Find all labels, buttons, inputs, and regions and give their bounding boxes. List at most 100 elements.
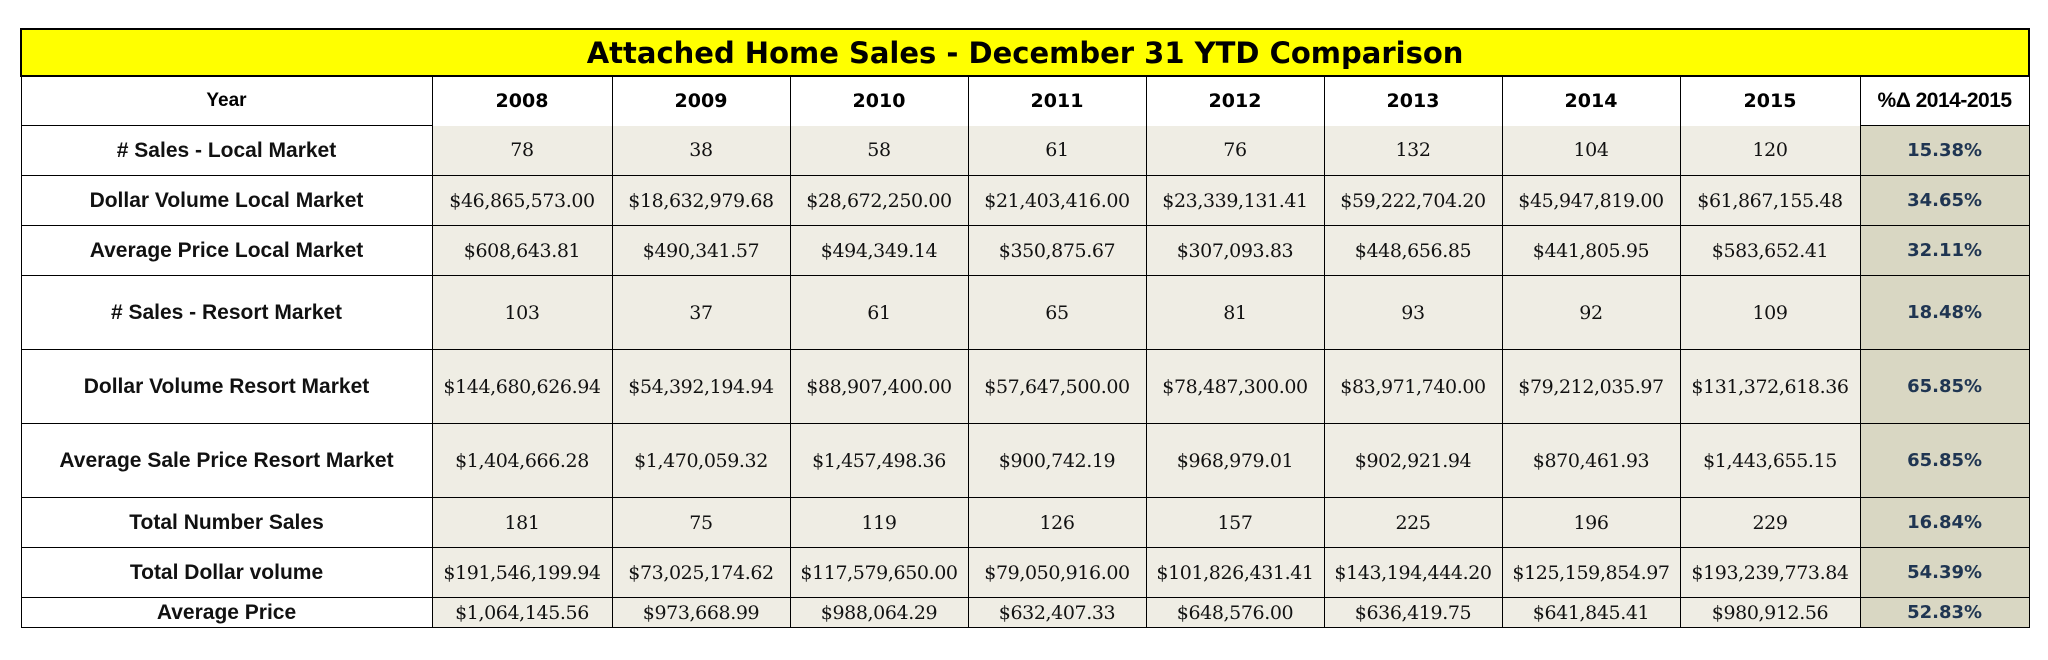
value-cell: 65 [967, 275, 1147, 350]
row-label: # Sales - Local Market [20, 125, 433, 176]
row-label: Dollar Volume Local Market [20, 175, 433, 226]
value-cell: $1,404,666.28 [431, 423, 613, 498]
header-year-2013: 2013 [1323, 76, 1503, 126]
value-cell: 132 [1323, 125, 1503, 176]
header-year-2009: 2009 [611, 76, 791, 126]
value-cell: $490,341.57 [611, 225, 791, 276]
row-label: Average Price Local Market [20, 225, 433, 276]
value-cell: $88,907,400.00 [789, 349, 969, 424]
value-cell: 109 [1679, 275, 1861, 350]
table-row: Average Sale Price Resort Market $1,404,6… [20, 423, 2030, 498]
value-cell: $641,845.41 [1501, 597, 1681, 628]
value-cell: 38 [611, 125, 791, 176]
value-cell: 120 [1679, 125, 1861, 176]
value-cell: $441,805.95 [1501, 225, 1681, 276]
value-cell: $307,093.83 [1145, 225, 1325, 276]
value-cell: 61 [967, 125, 1147, 176]
value-cell: $21,403,416.00 [967, 175, 1147, 226]
value-cell: 76 [1145, 125, 1325, 176]
row-label: Total Number Sales [20, 497, 433, 548]
value-cell: $54,392,194.94 [611, 349, 791, 424]
table-title: Attached Home Sales - December 31 YTD Co… [19, 28, 2031, 77]
value-cell: $117,579,650.00 [789, 547, 969, 598]
value-cell: $448,656.85 [1323, 225, 1503, 276]
value-cell: $57,647,500.00 [967, 349, 1147, 424]
value-cell: $870,461.93 [1501, 423, 1681, 498]
pct-change-cell: 15.38% [1859, 125, 2030, 176]
value-cell: 58 [789, 125, 969, 176]
value-cell: 126 [967, 497, 1147, 548]
table-row: Dollar Volume Local Market $46,865,573.00… [20, 175, 2030, 226]
value-cell: $18,632,979.68 [611, 175, 791, 226]
value-cell: $1,064,145.56 [431, 597, 613, 628]
row-label: Dollar Volume Resort Market [20, 349, 433, 424]
value-cell: 196 [1501, 497, 1681, 548]
header-year-2011: 2011 [967, 76, 1147, 126]
value-cell: $101,826,431.41 [1145, 547, 1325, 598]
value-cell: $1,443,655.15 [1679, 423, 1861, 498]
value-cell: $45,947,819.00 [1501, 175, 1681, 226]
value-cell: 157 [1145, 497, 1325, 548]
value-cell: $131,372,618.36 [1679, 349, 1861, 424]
value-cell: $59,222,704.20 [1323, 175, 1503, 226]
value-cell: $968,979.01 [1145, 423, 1325, 498]
value-cell: $28,672,250.00 [789, 175, 969, 226]
pct-change-cell: 65.85% [1859, 349, 2030, 424]
value-cell: $193,239,773.84 [1679, 547, 1861, 598]
value-cell: 75 [611, 497, 791, 548]
header-year-2008: 2008 [431, 76, 613, 126]
header-year-label: Year [20, 75, 433, 126]
value-cell: 225 [1323, 497, 1503, 548]
value-cell: 93 [1323, 275, 1503, 350]
value-cell: $125,159,854.97 [1501, 547, 1681, 598]
value-cell: $61,867,155.48 [1679, 175, 1861, 226]
value-cell: $648,576.00 [1145, 597, 1325, 628]
value-cell: 119 [789, 497, 969, 548]
pct-change-cell: 32.11% [1859, 225, 2030, 276]
value-cell: $973,668.99 [611, 597, 791, 628]
row-label: # Sales - Resort Market [20, 275, 433, 350]
value-cell: 229 [1679, 497, 1861, 548]
table-row: Average Price Local Market $608,643.81 $49… [20, 225, 2030, 276]
value-cell: $143,194,444.20 [1323, 547, 1503, 598]
value-cell: $23,339,131.41 [1145, 175, 1325, 226]
header-year-2012: 2012 [1145, 76, 1325, 126]
value-cell: 78 [431, 125, 613, 176]
value-cell: $632,407.33 [967, 597, 1147, 628]
value-cell: $902,921.94 [1323, 423, 1503, 498]
value-cell: $79,212,035.97 [1501, 349, 1681, 424]
value-cell: $73,025,174.62 [611, 547, 791, 598]
value-cell: $1,457,498.36 [789, 423, 969, 498]
row-label: Average Price [20, 597, 433, 628]
value-cell: $1,470,059.32 [611, 423, 791, 498]
value-cell: $144,680,626.94 [431, 349, 613, 424]
table-row: Average Price $1,064,145.56 $973,668.99 $98… [20, 597, 2030, 628]
value-cell: $583,652.41 [1679, 225, 1861, 276]
value-cell: $83,971,740.00 [1323, 349, 1503, 424]
value-cell: $900,742.19 [967, 423, 1147, 498]
table-row: Total Dollar volume $191,546,199.94 $73,02… [20, 547, 2030, 598]
pct-change-cell: 18.48% [1859, 275, 2030, 350]
value-cell: 103 [431, 275, 613, 350]
value-cell: 81 [1145, 275, 1325, 350]
spreadsheet-sheet: Attached Home Sales - December 31 YTD Co… [19, 28, 2031, 628]
value-cell: 92 [1501, 275, 1681, 350]
value-cell: 181 [431, 497, 613, 548]
table-row: # Sales - Local Market 78 38 58 61 76 132 104 12… [20, 125, 2030, 176]
header-year-2010: 2010 [789, 76, 969, 126]
table-row: Dollar Volume Resort Market $144,680,626.… [20, 349, 2030, 424]
header-year-2015: 2015 [1679, 76, 1861, 126]
pct-change-cell: 34.65% [1859, 175, 2030, 226]
row-label: Average Sale Price Resort Market [20, 423, 433, 498]
table-row: Total Number Sales 181 75 119 126 157 225 196 22… [20, 497, 2030, 548]
value-cell: 61 [789, 275, 969, 350]
value-cell: $636,419.75 [1323, 597, 1503, 628]
row-label: Total Dollar volume [20, 547, 433, 598]
value-cell: 104 [1501, 125, 1681, 176]
value-cell: $46,865,573.00 [431, 175, 613, 226]
attached-home-sales-table: Attached Home Sales - December 31 YTD Co… [19, 28, 2031, 628]
pct-change-cell: 54.39% [1859, 547, 2030, 598]
value-cell: $980,912.56 [1679, 597, 1861, 628]
header-year-2014: 2014 [1501, 76, 1681, 126]
pct-change-cell: 16.84% [1859, 497, 2030, 548]
